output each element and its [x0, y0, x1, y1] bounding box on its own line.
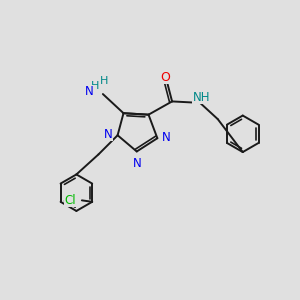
Text: N: N — [104, 128, 112, 141]
Text: N: N — [133, 157, 142, 170]
Text: N: N — [85, 85, 94, 98]
Text: H: H — [91, 80, 99, 91]
Text: Cl: Cl — [64, 194, 76, 207]
Text: O: O — [160, 71, 170, 84]
Text: NH: NH — [193, 91, 210, 103]
Text: H: H — [100, 76, 109, 86]
Text: N: N — [162, 131, 171, 144]
